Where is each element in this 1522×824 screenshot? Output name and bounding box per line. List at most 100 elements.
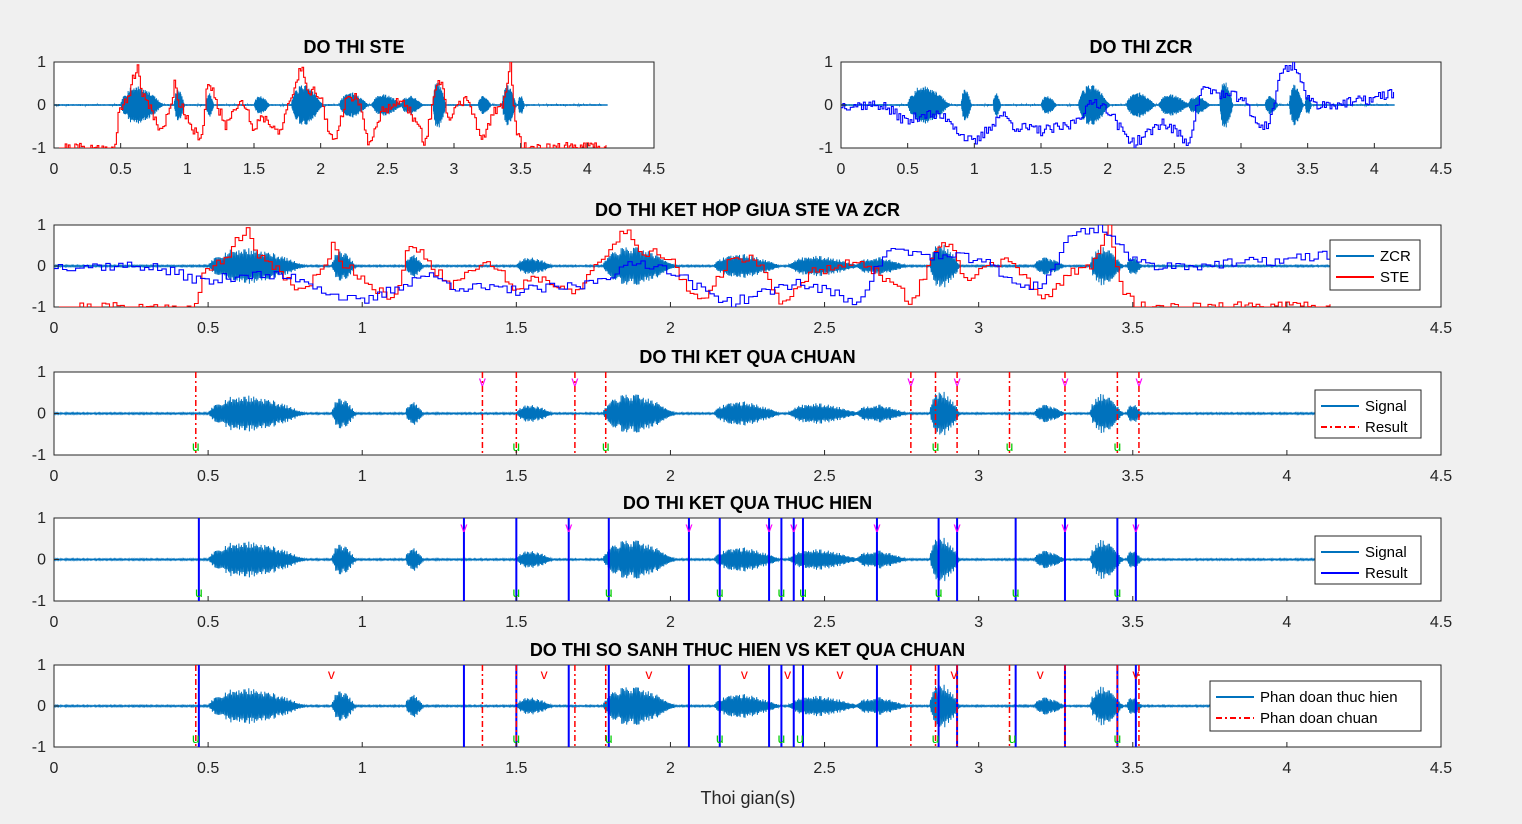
x-tick-label: 2 — [316, 161, 325, 178]
plot-title: DO THI STE — [303, 37, 404, 57]
x-tick-label: 0 — [50, 320, 59, 337]
x-tick-label: 4 — [583, 161, 592, 178]
x-tick-label: 3.5 — [510, 161, 532, 178]
marker-v: v — [1037, 666, 1044, 682]
plot-title: DO THI SO SANH THUC HIEN VS KET QUA CHUA… — [530, 640, 965, 660]
marker-v: v — [1132, 519, 1139, 535]
x-tick-label: 1 — [358, 320, 367, 337]
legend-label: Result — [1365, 419, 1408, 436]
y-tick-label: -1 — [819, 140, 833, 157]
y-tick-label: 0 — [37, 552, 46, 569]
marker-u: u — [1113, 584, 1121, 600]
marker-u: u — [1006, 438, 1014, 454]
x-tick-label: 0.5 — [197, 320, 219, 337]
marker-v: v — [784, 666, 791, 682]
legend-label: ZCR — [1380, 248, 1411, 265]
marker-u: u — [512, 730, 520, 746]
x-tick-label: 0.5 — [897, 161, 919, 178]
y-tick-label: -1 — [32, 140, 46, 157]
x-tick-label: 1.5 — [505, 760, 527, 777]
marker-u: u — [602, 438, 610, 454]
y-tick-label: 1 — [37, 217, 46, 234]
marker-v: v — [766, 519, 773, 535]
x-tick-label: 2.5 — [813, 468, 835, 485]
x-tick-label: 3 — [974, 320, 983, 337]
plot-title: DO THI KET HOP GIUA STE VA ZCR — [595, 200, 900, 220]
y-tick-label: 1 — [37, 657, 46, 674]
x-tick-label: 1.5 — [1030, 161, 1052, 178]
marker-u: u — [778, 584, 786, 600]
x-tick-label: 4 — [1282, 760, 1291, 777]
legend: Signal Result — [1314, 389, 1422, 439]
legend-label: STE — [1380, 269, 1409, 286]
legend-label: Phan doan chuan — [1260, 710, 1378, 727]
legend: Signal Result — [1314, 535, 1422, 585]
x-tick-label: 3 — [974, 614, 983, 631]
marker-u: u — [716, 584, 724, 600]
x-tick-label: 4.5 — [1430, 614, 1452, 631]
marker-v: v — [460, 519, 467, 535]
x-tick-label: 1.5 — [505, 614, 527, 631]
y-tick-label: 1 — [37, 54, 46, 71]
plot-area — [54, 372, 1334, 455]
x-tick-label: 2 — [1103, 161, 1112, 178]
x-tick-label: 0 — [50, 760, 59, 777]
marker-u: u — [799, 584, 807, 600]
y-tick-label: 0 — [37, 406, 46, 423]
marker-u: u — [778, 730, 786, 746]
x-tick-label: 3 — [450, 161, 459, 178]
marker-u: u — [932, 438, 940, 454]
marker-u: u — [935, 584, 943, 600]
series-signal — [54, 684, 1334, 728]
plot-implemented: DO THI KET QUA THUC HIEN u v u v u v u v u v u v u v u v… — [32, 493, 1452, 631]
plot-area — [54, 518, 1334, 601]
x-tick-label: 4.5 — [1430, 161, 1452, 178]
series-zcr — [841, 62, 1395, 148]
marker-u: u — [1113, 438, 1121, 454]
marker-v: v — [873, 519, 880, 535]
x-tick-label: 4.5 — [1430, 760, 1452, 777]
x-tick-label: 0 — [837, 161, 846, 178]
x-tick-label: 3.5 — [1122, 760, 1144, 777]
marker-v: v — [565, 519, 572, 535]
marker-u: u — [796, 730, 804, 746]
x-tick-label: 3 — [974, 760, 983, 777]
marker-u: u — [1012, 584, 1020, 600]
y-tick-label: 1 — [37, 510, 46, 527]
plot-title: DO THI KET QUA THUC HIEN — [623, 493, 872, 513]
marker-u: u — [512, 438, 520, 454]
x-tick-label: 2 — [666, 760, 675, 777]
x-tick-label: 2.5 — [813, 320, 835, 337]
x-tick-label: 3.5 — [1297, 161, 1319, 178]
x-tick-label: 3 — [974, 468, 983, 485]
series-ste — [54, 225, 1331, 307]
y-tick-label: 0 — [37, 698, 46, 715]
x-tick-label: 0 — [50, 161, 59, 178]
marker-v: v — [790, 519, 797, 535]
marker-u: u — [192, 730, 200, 746]
x-tick-label: 4 — [1282, 320, 1291, 337]
x-tick-label: 3.5 — [1122, 614, 1144, 631]
x-tick-label: 2 — [666, 320, 675, 337]
x-tick-label: 1 — [183, 161, 192, 178]
plot-title: DO THI KET QUA CHUAN — [639, 347, 855, 367]
series-signal — [54, 391, 1334, 436]
series-signal — [54, 537, 1334, 582]
series-zcr — [54, 225, 1332, 307]
marker-u: u — [605, 730, 613, 746]
marker-v: v — [1135, 373, 1142, 389]
x-tick-label: 4 — [1282, 614, 1291, 631]
x-tick-label: 4.5 — [643, 161, 665, 178]
marker-v: v — [836, 666, 843, 682]
x-tick-label: 3 — [1237, 161, 1246, 178]
plot-area — [54, 225, 1334, 307]
marker-v: v — [1061, 373, 1068, 389]
x-tick-label: 2.5 — [376, 161, 398, 178]
y-tick-label: -1 — [32, 299, 46, 316]
x-tick-label: 2.5 — [813, 760, 835, 777]
